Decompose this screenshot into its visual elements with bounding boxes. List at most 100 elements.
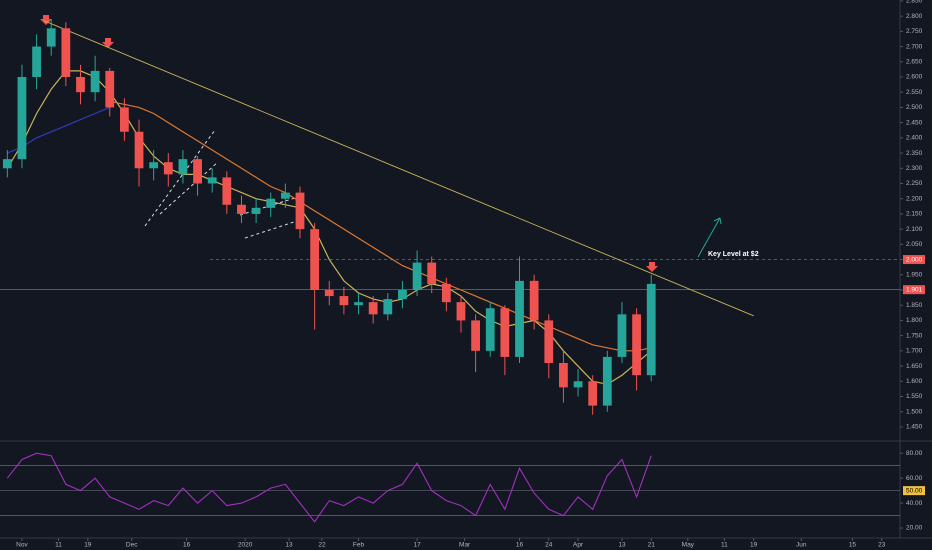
candle-body xyxy=(354,302,363,306)
candle-body xyxy=(324,289,334,297)
candle-body xyxy=(485,308,495,351)
y-tick-label: 20.00 xyxy=(906,525,923,532)
y-tick-label: 1.750 xyxy=(906,332,923,339)
y-tick-label: 2.450 xyxy=(906,119,923,126)
y-tick-label: 2.350 xyxy=(906,150,923,157)
candle-body xyxy=(383,299,393,315)
candle-body xyxy=(266,198,276,208)
y-tick-label: 40.00 xyxy=(906,500,923,507)
peak-arrow xyxy=(102,38,114,48)
x-tick-label: May xyxy=(682,542,695,549)
y-tick-label: 2.650 xyxy=(906,58,923,65)
candle-body xyxy=(280,192,290,199)
y-tick-label: 2.050 xyxy=(906,241,923,248)
rsi-line xyxy=(6,452,652,523)
y-tick-label: 2.600 xyxy=(906,74,923,81)
candle-body xyxy=(105,70,115,108)
y-tick-label: 2.400 xyxy=(906,135,923,142)
moving-average xyxy=(6,70,652,385)
candle-body xyxy=(427,262,437,284)
peak-arrow xyxy=(40,15,52,25)
candle-body xyxy=(646,283,656,376)
y-tick-label: 2.500 xyxy=(906,104,923,111)
candle-body xyxy=(134,131,144,169)
peak-arrow xyxy=(646,262,658,272)
candle-body xyxy=(32,46,41,77)
y-tick-label: 1.800 xyxy=(906,317,923,324)
y-tick-label: 60.00 xyxy=(906,475,923,482)
x-tick-label: 16 xyxy=(183,542,191,549)
y-tick-label: 2.750 xyxy=(906,28,923,35)
y-tick-label: 1.550 xyxy=(906,393,923,400)
x-tick-label: Dec xyxy=(126,542,138,549)
candle-body xyxy=(76,76,85,93)
candle-body xyxy=(2,159,12,169)
x-tick-label: 2020 xyxy=(238,542,253,549)
x-tick-label: 19 xyxy=(84,542,92,549)
level-label-box xyxy=(903,285,925,295)
candle-body xyxy=(471,320,480,351)
candle-body xyxy=(456,302,466,321)
y-tick-label: 2.550 xyxy=(906,89,923,96)
candle-body xyxy=(412,262,422,290)
candle-body xyxy=(544,320,554,364)
x-tick-label: 21 xyxy=(648,542,656,549)
candle-body xyxy=(632,314,641,376)
candle-body xyxy=(222,177,232,205)
x-tick-label: 11 xyxy=(721,542,728,549)
candle-body xyxy=(441,283,451,303)
up-arrow xyxy=(697,217,721,258)
candle-body xyxy=(46,28,56,47)
candle-body xyxy=(617,314,627,357)
candle-body xyxy=(339,296,349,306)
y-tick-label: 2.700 xyxy=(906,43,923,50)
candle-body xyxy=(310,229,320,290)
x-tick-label: 11 xyxy=(55,542,62,549)
rsi-marker-box xyxy=(903,486,925,496)
candle-body xyxy=(120,107,129,132)
y-tick-label: 1.600 xyxy=(906,378,923,385)
candle-body xyxy=(193,159,202,184)
y-tick-label: 2.300 xyxy=(906,165,923,172)
moving-average xyxy=(109,100,652,352)
x-tick-label: 13 xyxy=(285,542,293,549)
candle-body xyxy=(178,159,188,175)
y-tick-label: 2.250 xyxy=(906,180,923,187)
candle-body xyxy=(398,289,407,300)
y-tick-label: 1.650 xyxy=(906,363,923,370)
x-tick-label: 16 xyxy=(516,542,524,549)
level-label: 1.901 xyxy=(906,286,923,293)
x-tick-label: Feb xyxy=(353,542,365,549)
x-tick-label: 23 xyxy=(878,542,886,549)
x-tick-label: 22 xyxy=(318,542,326,549)
candle-body xyxy=(61,28,71,77)
y-tick-label: 2.150 xyxy=(906,211,923,218)
y-tick-label: 2.800 xyxy=(906,13,923,20)
candle-body xyxy=(295,192,305,230)
x-tick-label: 17 xyxy=(413,542,421,549)
y-tick-label: 1.500 xyxy=(906,408,923,415)
y-tick-label: 1.450 xyxy=(906,424,923,431)
y-tick-label: 1.850 xyxy=(906,302,923,309)
level-label: 2.000 xyxy=(906,256,923,263)
y-tick-label: 2.100 xyxy=(906,226,923,233)
candle-body xyxy=(573,381,583,388)
candle-body xyxy=(368,302,378,315)
y-tick-label: 2.850 xyxy=(906,0,923,5)
candle-body xyxy=(602,356,612,406)
candle-body xyxy=(90,70,100,93)
channel-line xyxy=(144,129,216,227)
x-tick-label: 24 xyxy=(545,542,553,549)
y-tick-label: 1.950 xyxy=(906,271,923,278)
x-tick-label: 19 xyxy=(750,542,758,549)
candle-body xyxy=(588,381,598,406)
annotation: Key Level at $2 xyxy=(708,251,759,258)
x-tick-label: Jun xyxy=(796,542,807,549)
x-tick-label: 15 xyxy=(849,542,857,549)
candle-body xyxy=(559,363,568,388)
candle-body xyxy=(515,280,524,357)
y-tick-label: 1.700 xyxy=(906,348,923,355)
channel-line xyxy=(244,219,301,239)
candle-body xyxy=(149,162,159,169)
